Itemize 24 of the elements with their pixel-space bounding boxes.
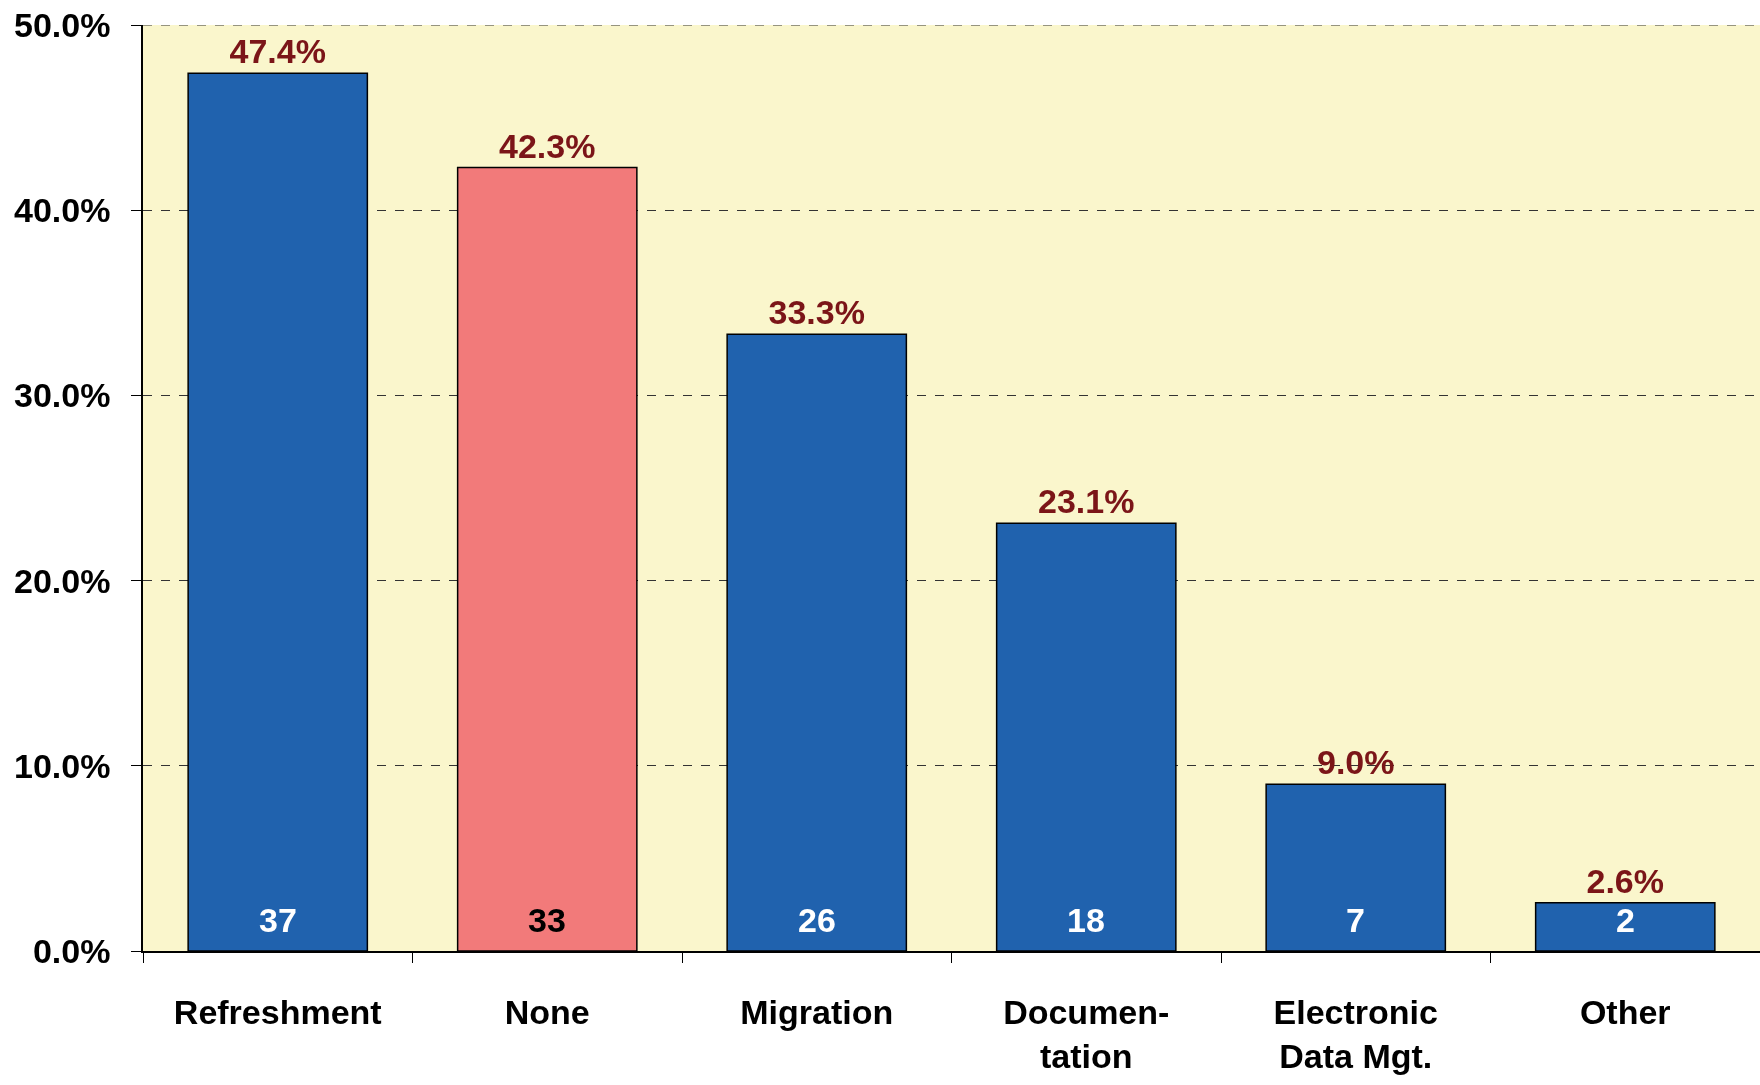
y-tick-label: 30.0% (14, 376, 111, 415)
annotation: 2 (1616, 901, 1635, 939)
y-tick-label: 10.0% (14, 746, 111, 785)
annotation: 18 (1067, 901, 1105, 939)
x-tick-label: Other (1579, 992, 1671, 1031)
x-tick-label: Migration (740, 992, 894, 1031)
annotation: 26 (798, 901, 836, 939)
annotation: 37 (259, 901, 297, 939)
data-label: 47.4% (229, 32, 326, 71)
data-label: 2.6% (1586, 861, 1664, 900)
data-label: 9.0% (1317, 743, 1395, 782)
y-tick-label: 50.0% (14, 5, 111, 44)
y-tick-label: 20.0% (14, 561, 111, 600)
data-label: 42.3% (499, 126, 596, 165)
x-tick-label: Documen- tation (1003, 992, 1170, 1075)
annotation: 33 (528, 901, 566, 939)
y-tick-label: 40.0% (14, 191, 111, 230)
data-label: 23.1% (1038, 482, 1135, 521)
x-tick-label: None (504, 992, 590, 1031)
y-tick-label: 0.0% (32, 931, 111, 970)
annotation: 7 (1346, 901, 1365, 939)
data-label: 33.3% (768, 293, 865, 332)
x-tick-label: Electronic Data Mgt. (1273, 992, 1438, 1075)
x-tick-label: Refreshment (173, 992, 382, 1031)
